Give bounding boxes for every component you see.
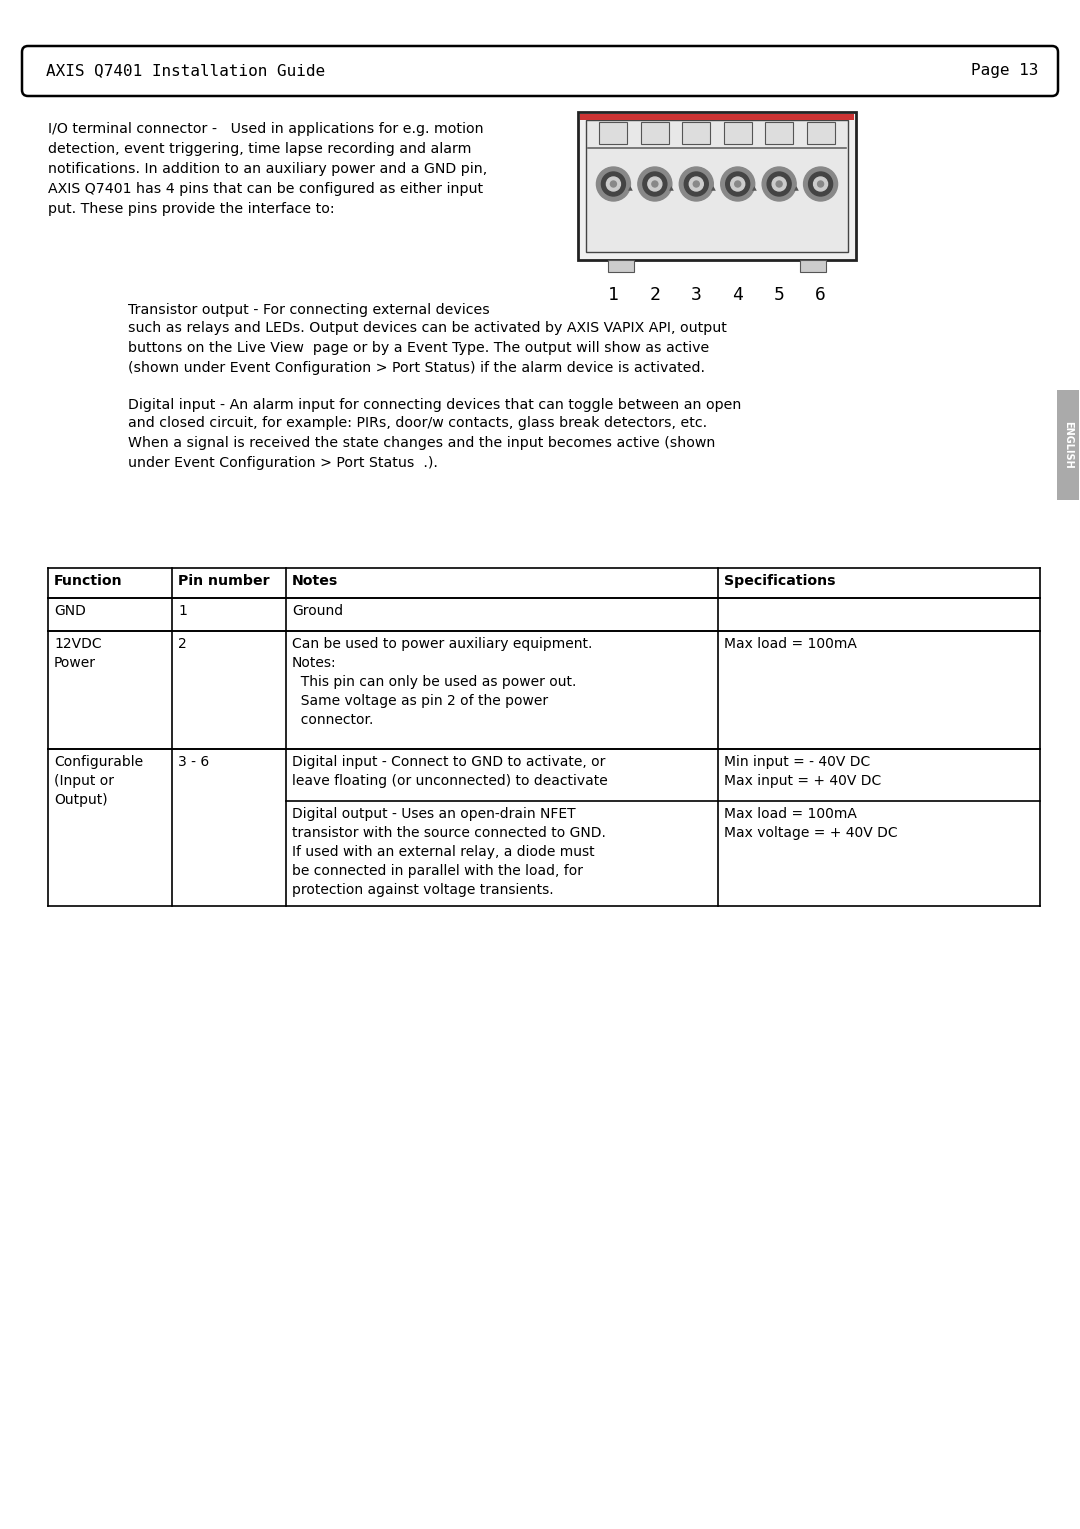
Text: ▲: ▲ <box>753 187 757 191</box>
Text: Can be used to power auxiliary equipment.
Notes:
  This pin can only be used as : Can be used to power auxiliary equipment… <box>292 638 593 726</box>
Text: Specifications: Specifications <box>724 573 835 589</box>
Text: 6: 6 <box>815 286 826 304</box>
Text: Configurable
(Input or
Output): Configurable (Input or Output) <box>54 755 144 807</box>
Circle shape <box>607 177 620 191</box>
Text: ▲: ▲ <box>629 187 633 191</box>
Text: 2: 2 <box>649 286 660 304</box>
Bar <box>586 119 848 252</box>
Text: Digital input - An alarm input for connecting devices that can toggle between an: Digital input - An alarm input for conne… <box>129 398 741 411</box>
Bar <box>608 260 634 272</box>
Text: 1: 1 <box>608 286 619 304</box>
Circle shape <box>813 177 827 191</box>
Circle shape <box>602 171 625 196</box>
Text: Max load = 100mA
Max voltage = + 40V DC: Max load = 100mA Max voltage = + 40V DC <box>724 807 897 839</box>
Circle shape <box>643 171 666 196</box>
Text: ▲: ▲ <box>794 187 798 191</box>
Text: Transistor output - For connecting external devices: Transistor output - For connecting exter… <box>129 303 489 317</box>
Circle shape <box>762 167 796 200</box>
Text: Min input = - 40V DC
Max input = + 40V DC: Min input = - 40V DC Max input = + 40V D… <box>724 755 881 787</box>
Circle shape <box>777 180 782 187</box>
Text: 5: 5 <box>773 286 784 304</box>
Circle shape <box>818 180 824 187</box>
Bar <box>765 122 793 144</box>
Circle shape <box>804 167 838 200</box>
Bar <box>800 260 826 272</box>
Circle shape <box>720 167 755 200</box>
Text: and closed circuit, for example: PIRs, door/w contacts, glass break detectors, e: and closed circuit, for example: PIRs, d… <box>129 416 715 469</box>
Text: 1: 1 <box>178 604 187 618</box>
Bar <box>683 122 711 144</box>
Circle shape <box>726 171 750 196</box>
Text: AXIS Q7401 Installation Guide: AXIS Q7401 Installation Guide <box>46 64 325 78</box>
Text: 2: 2 <box>178 638 187 651</box>
Bar <box>599 122 627 144</box>
Circle shape <box>767 171 792 196</box>
Text: ▲: ▲ <box>670 187 674 191</box>
Text: 4: 4 <box>732 286 743 304</box>
Text: Page 13: Page 13 <box>971 64 1038 78</box>
Circle shape <box>685 171 708 196</box>
Text: Pin number: Pin number <box>178 573 270 589</box>
Bar <box>578 112 856 260</box>
Text: ▲: ▲ <box>711 187 716 191</box>
Circle shape <box>648 177 662 191</box>
FancyBboxPatch shape <box>22 46 1058 96</box>
Text: 3 - 6: 3 - 6 <box>178 755 210 769</box>
Text: Digital input - Connect to GND to activate, or
leave floating (or unconnected) t: Digital input - Connect to GND to activa… <box>292 755 608 787</box>
Circle shape <box>638 167 672 200</box>
Text: ENGLISH: ENGLISH <box>1063 420 1074 469</box>
Text: such as relays and LEDs. Output devices can be activated by AXIS VAPIX API, outp: such as relays and LEDs. Output devices … <box>129 321 727 375</box>
Text: 12VDC
Power: 12VDC Power <box>54 638 102 670</box>
Circle shape <box>596 167 631 200</box>
Bar <box>580 115 854 119</box>
Text: Max load = 100mA: Max load = 100mA <box>724 638 856 651</box>
Circle shape <box>652 180 658 187</box>
Text: Function: Function <box>54 573 123 589</box>
Circle shape <box>610 180 617 187</box>
Text: 3: 3 <box>691 286 702 304</box>
Bar <box>807 122 835 144</box>
Circle shape <box>731 177 745 191</box>
Circle shape <box>772 177 786 191</box>
Circle shape <box>734 180 741 187</box>
Text: I/O terminal connector -   Used in applications for e.g. motion
detection, event: I/O terminal connector - Used in applica… <box>48 122 487 216</box>
Circle shape <box>689 177 703 191</box>
Circle shape <box>809 171 833 196</box>
Text: Digital output - Uses an open-drain NFET
transistor with the source connected to: Digital output - Uses an open-drain NFET… <box>292 807 606 898</box>
Text: GND: GND <box>54 604 86 618</box>
Bar <box>724 122 752 144</box>
Bar <box>640 122 669 144</box>
Circle shape <box>693 180 699 187</box>
Text: Ground: Ground <box>292 604 343 618</box>
Circle shape <box>679 167 713 200</box>
Bar <box>1057 390 1079 500</box>
Text: Notes: Notes <box>292 573 338 589</box>
